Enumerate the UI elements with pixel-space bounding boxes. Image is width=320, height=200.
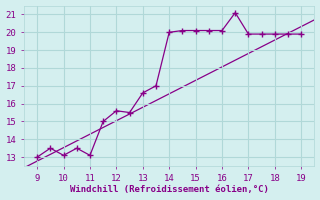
X-axis label: Windchill (Refroidissement éolien,°C): Windchill (Refroidissement éolien,°C) bbox=[70, 185, 268, 194]
